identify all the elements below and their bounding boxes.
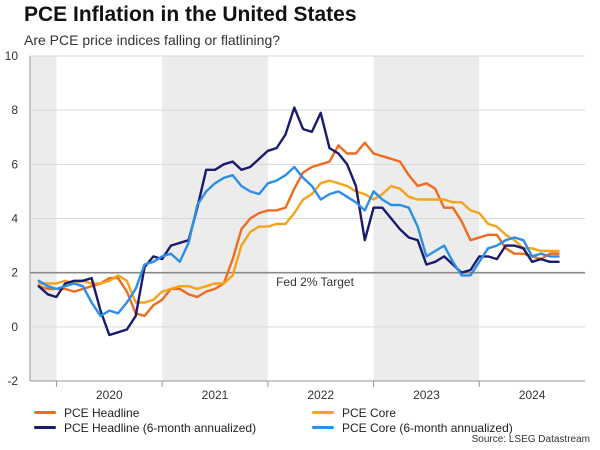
y-axis: -2 0 2 4 6 8 10 — [5, 49, 31, 388]
legend-item-pce-headline: PCE Headline — [34, 405, 139, 420]
y-tick-label: 6 — [11, 157, 18, 171]
x-axis: 2020 2021 2022 2023 2024 — [30, 380, 585, 402]
source-note: Source: LSEG Datastream — [471, 434, 590, 445]
legend-swatch-pce-core — [312, 411, 334, 414]
legend-item-pce-core-6m: PCE Core (6-month annualized) — [312, 420, 513, 435]
y-tick-label: 10 — [5, 49, 19, 63]
series-line-pce-headline-6m — [37, 106, 560, 337]
x-tick-label: 2022 — [307, 388, 334, 402]
y-tick-label: 0 — [11, 320, 18, 334]
fed-target-label: Fed 2% Target — [276, 275, 354, 289]
x-tick-label: 2024 — [519, 388, 546, 402]
x-tick-label: 2020 — [96, 388, 123, 402]
legend-swatch-pce-core-6m — [312, 426, 334, 429]
y-tick-label: -2 — [7, 374, 18, 388]
x-tick-label: 2023 — [413, 388, 440, 402]
legend-swatch-pce-headline — [34, 411, 56, 414]
legend-label-pce-core: PCE Core — [342, 405, 397, 420]
y-gridlines — [30, 55, 585, 382]
pce-line-chart: 2020 2021 2022 2023 2024 -2 0 2 4 6 8 10 Fed 2% Ta… — [5, 49, 585, 402]
legend: PCE Headline PCE Core PCE Headline (6-mo… — [0, 405, 600, 435]
legend-label-pce-core-6m: PCE Core (6-month annualized) — [342, 420, 513, 435]
series-line-pce-headline — [37, 141, 560, 318]
legend-label-pce-headline-6m: PCE Headline (6-month annualized) — [64, 420, 257, 435]
series-line-pce-core — [37, 179, 560, 304]
legend-item-pce-core: PCE Core — [312, 405, 396, 420]
legend-item-pce-headline-6m: PCE Headline (6-month annualized) — [34, 420, 256, 435]
legend-label-pce-headline: PCE Headline — [64, 405, 140, 420]
chart-subtitle: Are PCE price indices falling or flatlin… — [24, 32, 281, 48]
y-tick-label: 8 — [11, 103, 18, 117]
legend-swatch-pce-headline-6m — [34, 426, 56, 429]
y-tick-label: 4 — [11, 212, 18, 226]
chart-title: PCE Inflation in the United States — [24, 3, 357, 26]
series-lines — [37, 106, 560, 337]
y-tick-label: 2 — [11, 266, 18, 280]
series-line-pce-core-6m — [37, 165, 560, 318]
x-tick-label: 2021 — [202, 388, 229, 402]
